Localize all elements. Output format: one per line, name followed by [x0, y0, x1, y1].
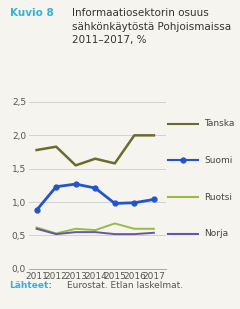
Text: Eurostat. Etlan laskelmat.: Eurostat. Etlan laskelmat.: [67, 281, 183, 290]
Text: Suomi: Suomi: [204, 156, 232, 165]
Text: Kuvio 8: Kuvio 8: [10, 8, 53, 18]
Text: Tanska: Tanska: [204, 119, 234, 128]
Text: Norja: Norja: [204, 229, 228, 238]
Text: Ruotsi: Ruotsi: [204, 193, 232, 201]
Text: Informaatiosektorin osuus
sähkönkäytöstä Pohjoismaissa
2011–2017, %: Informaatiosektorin osuus sähkönkäytöstä…: [72, 8, 231, 45]
Text: Lähteet:: Lähteet:: [10, 281, 53, 290]
